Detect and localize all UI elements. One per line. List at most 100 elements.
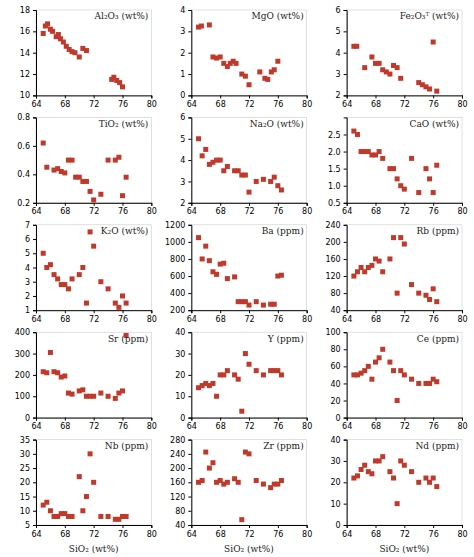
tick-label: 3 [180,178,185,187]
tick: 0 [180,414,191,423]
tick-mark [188,293,191,294]
tick-mark [33,525,36,526]
tick-label: 2.0 [328,148,341,157]
tick-mark [33,282,36,283]
tick: 80 [147,525,157,539]
tick: 80 [147,310,157,324]
tick-mark [33,332,36,333]
tick: 4 [180,156,191,165]
points [351,129,439,195]
tick-mark [220,310,221,313]
tick-mark [344,74,347,75]
panel-title: TiO₂ (wt%) [99,119,149,129]
tick-mark [344,53,347,54]
tick: 0 [336,521,347,530]
tick-label: 80 [457,422,467,431]
tick-mark [307,203,308,206]
points [196,136,284,194]
tick-label: 1.0 [328,182,341,191]
tick-label: 6 [336,6,341,15]
tick-mark [188,31,191,32]
point [434,299,439,304]
point [359,467,364,472]
tick-label: 68 [216,100,226,109]
panel-title: Sr (ppm) [108,334,148,344]
tick-mark [344,332,347,333]
point [124,175,129,180]
tick-label: 7 [25,221,30,230]
tick: 30 [330,457,346,466]
tick-label: 4 [25,264,30,273]
tick-label: 80 [330,289,340,298]
tick-mark [33,375,36,376]
tick-mark [433,203,434,206]
tick-mark [344,242,347,243]
tick: 76 [118,418,128,432]
tick-mark [404,95,405,98]
tick: 80 [147,418,157,432]
tick: 80 [302,203,312,217]
tick-mark [33,354,36,355]
tick-label: 1.5 [328,165,341,174]
tick-label: 76 [273,530,283,539]
tick: 72 [400,95,410,109]
tick-mark [33,497,36,498]
tick: 4 [25,264,36,273]
point [387,72,392,77]
point [355,269,360,274]
tick-mark [94,95,95,98]
point [359,265,364,270]
axis-line [347,96,462,99]
point [362,463,367,468]
tick: 64 [342,418,352,432]
tick: 6 [336,6,347,15]
tick: 40 [330,306,346,315]
tick-label: 160 [325,255,340,264]
point [247,82,252,87]
tick-label: 64 [187,100,197,109]
tick: 80 [302,95,312,109]
points [41,451,129,521]
tick-label: 64 [187,530,197,539]
point [44,370,49,375]
tick-label: 5 [25,521,30,530]
tick-label: 1000 [165,238,185,247]
point [275,59,280,64]
tick: 200 [170,306,191,315]
tick-label: 76 [118,100,128,109]
tick-mark [33,95,36,96]
x-axis: 6468727680 [31,418,157,432]
point [272,175,277,180]
x-axis: 6468727680 [187,418,313,432]
point [124,301,129,306]
tick: 68 [216,203,226,217]
x-axis: 6468727680 [31,525,157,539]
tick: 0 [336,414,347,423]
point [41,31,46,36]
tick-mark [94,203,95,206]
plot-frame [347,10,462,95]
tick-label: 4 [180,156,185,165]
plot-frame [36,225,151,310]
tick-label: 76 [118,315,128,324]
tick-mark [151,525,152,528]
tick: 2 [180,49,191,58]
point [261,303,266,308]
point [434,484,439,489]
point [380,156,385,161]
axis-line [347,203,462,206]
point [409,282,414,287]
point [362,65,367,70]
panel: 646872768023456Na₂O (wt%) [180,113,312,216]
x-axis: 6468727680 [31,95,157,109]
y-axis: 010203040 [330,436,347,530]
axis-line [33,118,37,203]
point [84,179,89,184]
axis-line [33,225,37,310]
tick-mark [344,504,347,505]
tick-label: 240 [325,221,340,230]
plot-frame [191,225,306,310]
x-axis: 6468727680 [31,310,157,324]
axis-line [37,203,152,206]
axis-line [188,118,192,203]
